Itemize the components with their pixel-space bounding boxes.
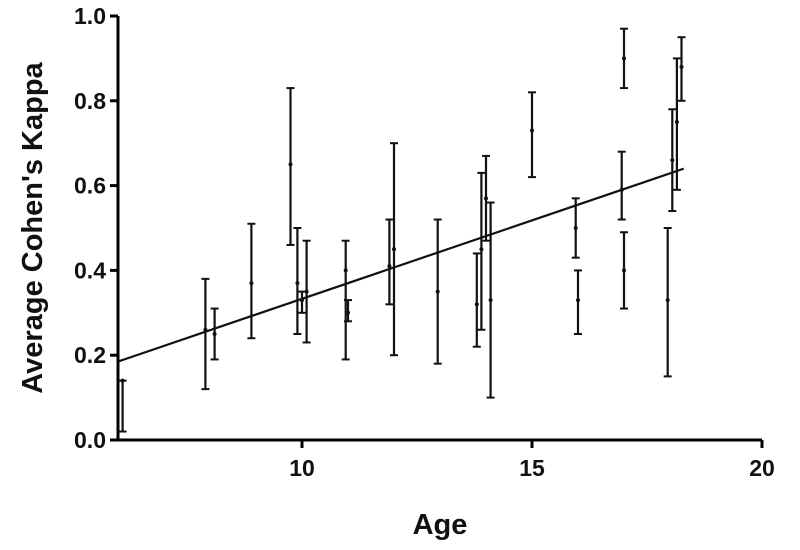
regression-line — [117, 167, 685, 363]
data-point — [304, 289, 309, 294]
data-point-group — [574, 269, 582, 335]
data-point-group — [620, 27, 628, 90]
y-axis-title: Average Cohen's Kappa — [17, 61, 49, 393]
data-point — [619, 187, 624, 192]
data-point — [674, 120, 679, 124]
data-point — [679, 64, 684, 69]
data-point-group — [477, 171, 486, 331]
y-tick-label: 0.6 — [74, 173, 106, 199]
data-point — [530, 128, 534, 133]
data-point-group — [677, 36, 686, 102]
data-point-group — [293, 227, 302, 335]
data-point-group — [433, 218, 442, 365]
data-point-group — [247, 222, 256, 340]
data-point — [249, 281, 254, 286]
y-tick-label: 0.2 — [74, 342, 106, 368]
data-point — [622, 268, 626, 273]
data-point — [622, 56, 626, 61]
data-point — [479, 247, 484, 252]
data-point-group — [302, 239, 311, 344]
x-tick-label: 10 — [289, 455, 315, 481]
data-point-group — [482, 154, 490, 242]
data-point-group — [528, 91, 536, 179]
data-point — [435, 289, 440, 294]
data-point-group — [486, 201, 495, 399]
data-point — [387, 264, 392, 269]
data-point — [300, 298, 304, 303]
data-point-group — [571, 197, 580, 259]
data-point-group — [668, 108, 677, 213]
data-point — [573, 226, 578, 230]
data-point-group — [472, 252, 481, 348]
data-point — [343, 268, 348, 273]
data-point-group — [298, 290, 306, 314]
data-point-group — [344, 299, 352, 323]
x-tick-label: 20 — [749, 455, 775, 481]
data-point — [665, 298, 670, 303]
data-point-group — [210, 307, 219, 361]
data-point — [474, 302, 479, 307]
y-tick-label: 0.0 — [74, 427, 106, 453]
data-point-group — [672, 57, 681, 191]
data-point — [288, 162, 293, 167]
data-point — [670, 158, 675, 163]
data-point-group — [617, 150, 626, 221]
data-point — [576, 298, 580, 303]
data-point-group — [385, 218, 394, 306]
data-point-group — [390, 142, 398, 357]
y-tick-label: 0.8 — [74, 88, 106, 114]
data-point — [392, 247, 396, 252]
data-point — [212, 332, 217, 336]
x-tick-label: 15 — [519, 455, 545, 481]
data-point-group — [663, 227, 672, 378]
axis-ticks: 0.0 0.2 0.4 0.6 0.8 1.0 10 15 20 — [74, 3, 775, 481]
data-point — [484, 196, 488, 201]
data-point — [346, 310, 350, 315]
y-tick-label: 1.0 — [74, 3, 106, 29]
y-tick-label: 0.4 — [74, 257, 106, 283]
x-axis-title: Age — [413, 509, 468, 541]
data-point-group — [118, 378, 127, 433]
data-point-group — [286, 87, 295, 246]
data-point — [488, 298, 493, 303]
data-point — [203, 327, 208, 332]
chart-marks — [117, 27, 686, 433]
data-point — [295, 281, 300, 286]
data-point-group — [201, 277, 210, 391]
data-point — [120, 378, 125, 383]
data-point-group — [620, 231, 628, 310]
